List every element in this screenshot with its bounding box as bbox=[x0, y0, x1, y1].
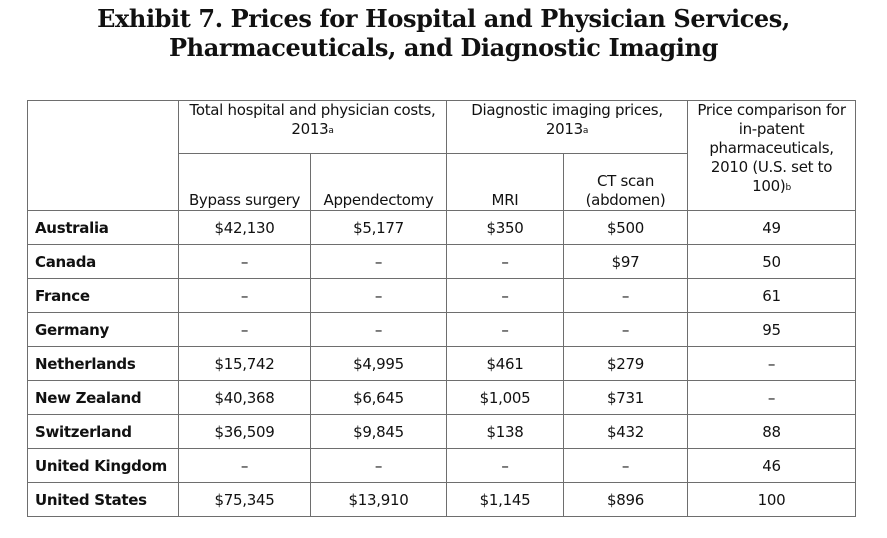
ct-scan-price: $432 bbox=[562, 414, 689, 449]
mri-price: – bbox=[446, 244, 564, 279]
imaging-prices-group-header: Diagnostic imaging prices, 2013a bbox=[445, 100, 689, 154]
country-name: Switzerland bbox=[27, 414, 179, 449]
appendectomy-cost: – bbox=[310, 278, 447, 313]
ct-scan-price: $500 bbox=[562, 210, 689, 245]
pharma-price-index: 49 bbox=[687, 210, 857, 245]
pharma-price-index: 61 bbox=[687, 278, 857, 313]
table-row: Canada – – – $97 50 bbox=[27, 244, 857, 279]
mri-price: $138 bbox=[446, 414, 564, 449]
country-name: France bbox=[27, 278, 179, 313]
table-row: Germany – – – – 95 bbox=[27, 312, 857, 347]
bypass-surgery-cost: $36,509 bbox=[178, 414, 311, 449]
country-name: Canada bbox=[27, 244, 179, 279]
bypass-surgery-cost: $42,130 bbox=[178, 210, 311, 245]
appendectomy-cost: $4,995 bbox=[310, 346, 447, 381]
table-row: Switzerland $36,509 $9,845 $138 $432 88 bbox=[27, 414, 857, 449]
exhibit-title-line-1: Exhibit 7. Prices for Hospital and Physi… bbox=[97, 4, 790, 33]
appendectomy-cost: – bbox=[310, 312, 447, 347]
pharma-price-index: 95 bbox=[687, 312, 857, 347]
bypass-surgery-cost: – bbox=[178, 312, 311, 347]
mri-price: – bbox=[446, 278, 564, 313]
ct-scan-price: $97 bbox=[562, 244, 689, 279]
ct-scan-price: – bbox=[562, 448, 689, 483]
country-name: Netherlands bbox=[27, 346, 179, 381]
hospital-costs-group-label: Total hospital and physician costs, 2013 bbox=[189, 101, 436, 138]
appendectomy-cost: $5,177 bbox=[310, 210, 447, 245]
bypass-surgery-cost: – bbox=[178, 448, 311, 483]
exhibit-title-line-2: Pharmaceuticals, and Diagnostic Imaging bbox=[169, 33, 718, 62]
table-header: Total hospital and physician costs, 2013… bbox=[27, 100, 857, 211]
country-column-header bbox=[27, 100, 179, 211]
table-row: United Kingdom – – – – 46 bbox=[27, 448, 857, 483]
table-row: United States $75,345 $13,910 $1,145 $89… bbox=[27, 482, 857, 517]
pharma-price-index: 88 bbox=[687, 414, 857, 449]
bypass-surgery-cost: $75,345 bbox=[178, 482, 311, 517]
pharma-price-comparison-header: Price comparison for in-patent pharmaceu… bbox=[687, 100, 857, 211]
header-row-subcolumns: Bypass surgery Appendectomy MRI CT scan … bbox=[28, 153, 856, 211]
appendectomy-column-header: Appendectomy bbox=[310, 153, 447, 211]
table-row: France – – – – 61 bbox=[27, 278, 857, 313]
appendectomy-cost: $13,910 bbox=[310, 482, 447, 517]
mri-price: $1,005 bbox=[446, 380, 564, 415]
pharma-footnote-marker: b bbox=[785, 183, 791, 193]
bypass-surgery-cost: $15,742 bbox=[178, 346, 311, 381]
pharma-price-comparison-label: Price comparison for in-patent pharmaceu… bbox=[697, 101, 846, 195]
mri-price: $461 bbox=[446, 346, 564, 381]
pharma-price-index: 50 bbox=[687, 244, 857, 279]
bypass-surgery-cost: – bbox=[178, 278, 311, 313]
mri-column-header: MRI bbox=[446, 153, 564, 211]
appendectomy-cost: – bbox=[310, 448, 447, 483]
country-name: United Kingdom bbox=[27, 448, 179, 483]
imaging-prices-group-label: Diagnostic imaging prices, 2013 bbox=[471, 101, 663, 138]
table-row: Netherlands $15,742 $4,995 $461 $279 – bbox=[27, 346, 857, 381]
appendectomy-cost: $6,645 bbox=[310, 380, 447, 415]
country-name: New Zealand bbox=[27, 380, 179, 415]
table-row: New Zealand $40,368 $6,645 $1,005 $731 – bbox=[27, 380, 857, 415]
country-name: Germany bbox=[27, 312, 179, 347]
ct-scan-price: – bbox=[562, 312, 689, 347]
ct-scan-price: $896 bbox=[562, 482, 689, 517]
ct-scan-column-header: CT scan (abdomen) bbox=[562, 153, 689, 211]
ct-scan-price: – bbox=[562, 278, 689, 313]
pharma-price-index: – bbox=[687, 346, 857, 381]
appendectomy-cost: – bbox=[310, 244, 447, 279]
bypass-surgery-cost: $40,368 bbox=[178, 380, 311, 415]
bypass-surgery-column-header: Bypass surgery bbox=[178, 153, 311, 211]
header-row-groups: Total hospital and physician costs, 2013… bbox=[27, 100, 857, 211]
ct-scan-price: $279 bbox=[562, 346, 689, 381]
hospital-costs-group-header: Total hospital and physician costs, 2013… bbox=[178, 100, 447, 154]
table-row: Australia $42,130 $5,177 $350 $500 49 bbox=[27, 210, 857, 245]
mri-price: – bbox=[446, 312, 564, 347]
appendectomy-cost: $9,845 bbox=[310, 414, 447, 449]
mri-price: $350 bbox=[446, 210, 564, 245]
imaging-prices-footnote-marker: a bbox=[582, 126, 589, 136]
country-name: Australia bbox=[27, 210, 179, 245]
pharma-price-index: 100 bbox=[687, 482, 857, 517]
ct-scan-price: $731 bbox=[562, 380, 689, 415]
exhibit-title: Exhibit 7. Prices for Hospital and Physi… bbox=[0, 4, 887, 62]
pharma-price-index: – bbox=[687, 380, 857, 415]
table-body: Australia $42,130 $5,177 $350 $500 49 Ca… bbox=[27, 210, 857, 517]
country-name: United States bbox=[27, 482, 179, 517]
mri-price: $1,145 bbox=[446, 482, 564, 517]
hospital-costs-footnote-marker: a bbox=[328, 126, 334, 136]
price-comparison-table: Total hospital and physician costs, 2013… bbox=[27, 100, 857, 517]
pharma-price-index: 46 bbox=[687, 448, 857, 483]
mri-price: – bbox=[446, 448, 564, 483]
bypass-surgery-cost: – bbox=[178, 244, 311, 279]
